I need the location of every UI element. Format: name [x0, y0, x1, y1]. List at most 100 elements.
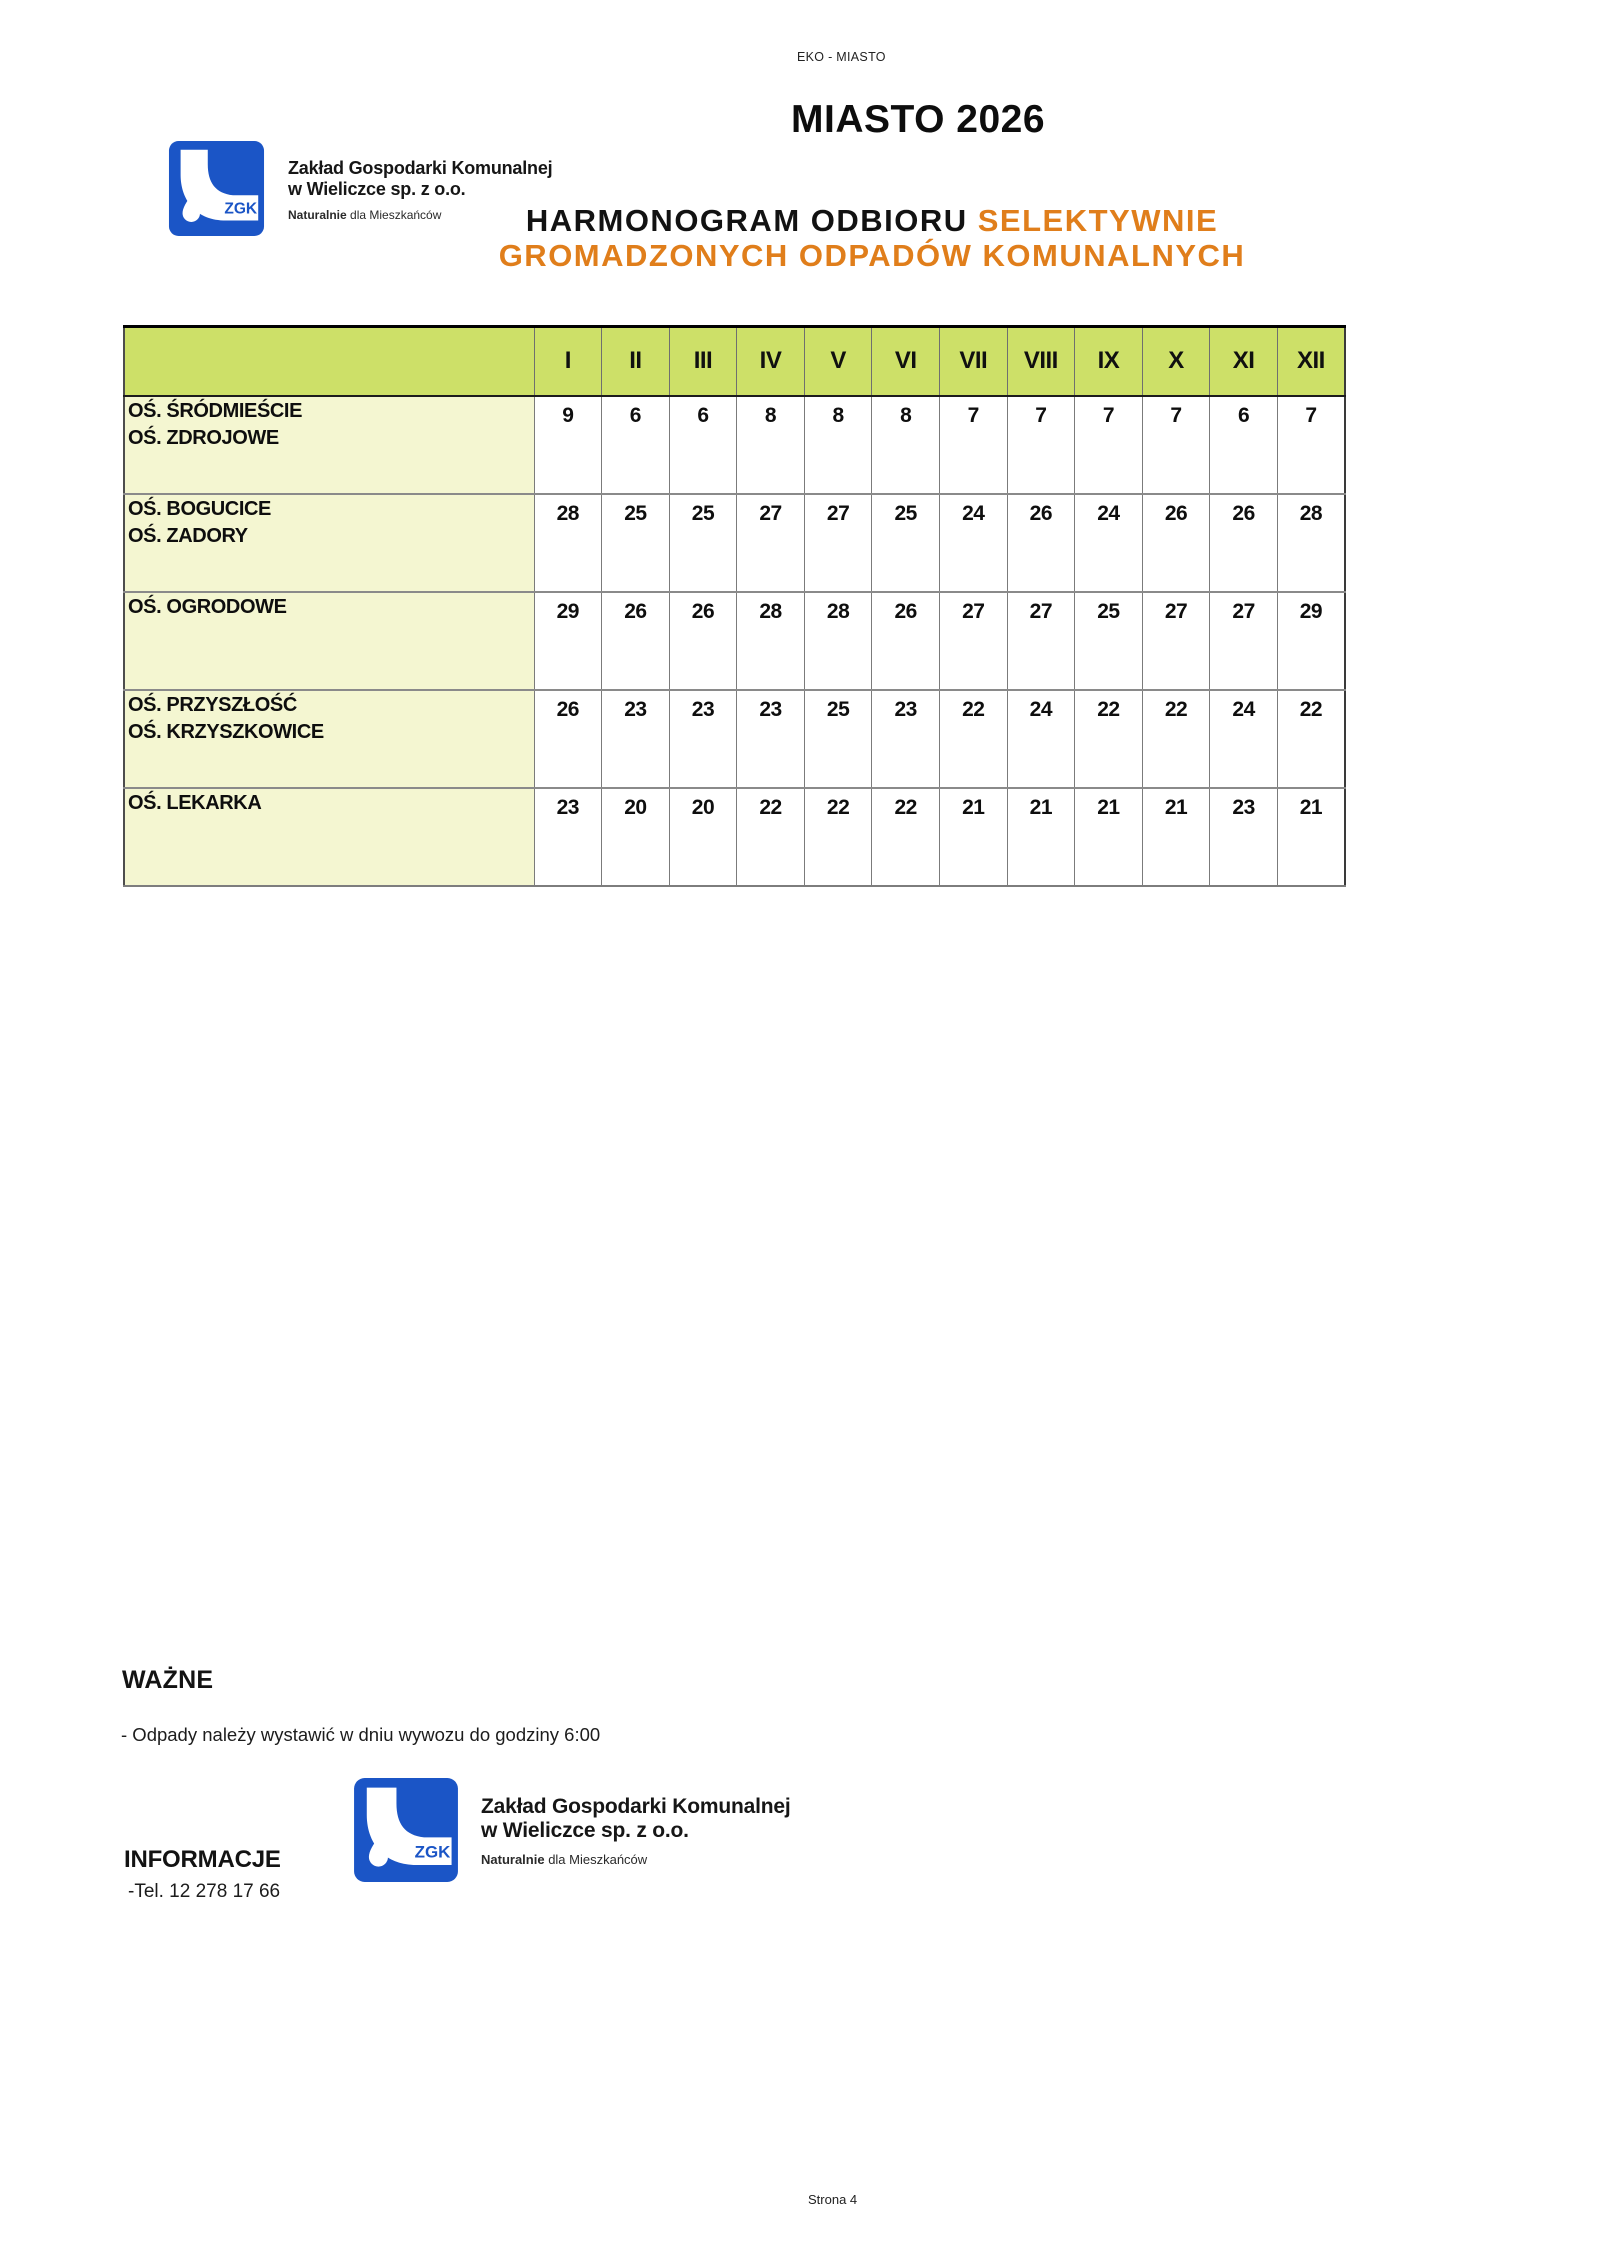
month-header-cell: IX — [1074, 326, 1143, 396]
day-cell: 25 — [668, 493, 737, 592]
logo-swoosh-shape — [180, 149, 259, 221]
day-cell: 26 — [871, 591, 940, 690]
company-brand-top: ZGK Zakład Gospodarki Komunalnej w Wieli… — [165, 140, 553, 237]
day-cell: 20 — [601, 787, 670, 886]
info-block: INFORMACJE -Tel. 12 278 17 66 — [124, 1846, 281, 1903]
page-title: MIASTO 2026 — [791, 98, 1046, 141]
company-name-line1: Zakład Gospodarki Komunalnej — [481, 1795, 791, 1818]
logo-abbr-text: ZGK — [224, 201, 258, 218]
day-cell: 26 — [1209, 493, 1278, 592]
company-tagline: Naturalnie dla Mieszkańców — [481, 1852, 790, 1867]
day-cell: 26 — [601, 591, 670, 690]
info-heading: INFORMACJE — [124, 1846, 281, 1873]
day-cell: 23 — [1209, 787, 1278, 886]
month-header-cell: X — [1141, 326, 1210, 396]
day-cell: 8 — [736, 395, 805, 494]
schedule-subtitle-line2: GROMADZONYCH ODPADÓW KOMUNALNYCH — [498, 238, 1246, 273]
day-cell: 24 — [1074, 493, 1143, 592]
day-cell: 22 — [1141, 689, 1210, 788]
day-cell: 23 — [601, 689, 670, 788]
day-cell: 27 — [1006, 591, 1075, 690]
page-number: Strona 4 — [808, 2192, 858, 2207]
day-cell: 7 — [938, 395, 1008, 494]
schedule-row: OŚ. PRZYSZŁOŚĆ OŚ. KRZYSZKOWICE 26 23 23 23 25… — [124, 689, 1345, 788]
month-header-cell: VI — [871, 326, 940, 396]
schedule-table-wrap: I II III IV V VI VII VIII IX X XI XII OŚ. ŚRÓDMIEŚC… — [123, 325, 1346, 887]
zgk-logo-icon: ZGK — [168, 140, 265, 237]
subtitle-black-part: HARMONOGRAM ODBIORU — [525, 203, 978, 238]
company-name-line1: Zakład Gospodarki Komunalnej — [288, 158, 553, 178]
company-tagline-bold: Naturalnie — [481, 1852, 545, 1867]
important-note: - Odpady należy wystawić w dniu wywozu d… — [121, 1724, 601, 1745]
day-cell: 25 — [601, 493, 670, 592]
area-name-line: OŚ. OGRODOWE — [128, 595, 287, 618]
day-cell: 6 — [601, 395, 670, 494]
day-cell: 24 — [1209, 689, 1278, 788]
area-name-line: OŚ. ZDROJOWE — [128, 426, 279, 449]
logo-abbr-text: ZGK — [415, 1843, 452, 1862]
company-tagline-bold: Naturalnie — [288, 208, 347, 222]
info-phone: -Tel. 12 278 17 66 — [128, 1881, 281, 1902]
day-cell: 27 — [736, 493, 805, 592]
day-cell: 23 — [736, 689, 805, 788]
day-cell: 23 — [668, 689, 737, 788]
day-cell: 21 — [1074, 787, 1143, 886]
day-cell: 7 — [1074, 395, 1143, 494]
company-tagline-rest: dla Mieszkańców — [544, 1852, 648, 1867]
area-cell: OŚ. ŚRÓDMIEŚCIE OŚ. ZDROJOWE — [124, 395, 534, 494]
day-cell: 26 — [533, 689, 602, 788]
zgk-logo-icon: ZGK — [354, 1778, 458, 1882]
month-header-cell: XI — [1209, 326, 1278, 396]
month-header-cell: XII — [1276, 326, 1345, 396]
schedule-table: I II III IV V VI VII VIII IX X XI XII OŚ. ŚRÓDMIEŚC… — [123, 325, 1346, 887]
document-header-label: EKO - MIASTO — [797, 50, 886, 64]
day-cell: 25 — [803, 689, 872, 788]
day-cell: 23 — [871, 689, 940, 788]
day-cell: 23 — [533, 787, 602, 886]
schedule-row: OŚ. OGRODOWE 29 26 26 28 28 26 27 27 25 27 27 29 — [124, 591, 1345, 690]
company-tagline-rest: dla Mieszkańców — [346, 208, 442, 222]
day-cell: 26 — [1006, 493, 1075, 592]
day-cell: 22 — [736, 787, 805, 886]
logo-droplet-icon — [368, 1837, 388, 1867]
schedule-row: OŚ. BOGUCICE OŚ. ZADORY 28 25 25 27 27 25 24 26 24… — [124, 493, 1345, 592]
area-name-line: OŚ. ZADORY — [128, 524, 248, 547]
company-name-line2: w Wieliczce sp. z o.o. — [288, 179, 466, 199]
day-cell: 9 — [533, 395, 602, 494]
day-cell: 7 — [1141, 395, 1210, 494]
area-name-line: OŚ. PRZYSZŁOŚĆ — [128, 693, 297, 716]
company-text-block: Zakład Gospodarki Komunalnej w Wieliczce… — [288, 158, 553, 222]
day-cell: 22 — [938, 689, 1008, 788]
day-cell: 7 — [1276, 395, 1345, 494]
month-header-cell: I — [533, 326, 602, 396]
company-name-line2: w Wieliczce sp. z o.o. — [481, 1819, 689, 1842]
day-cell: 6 — [668, 395, 737, 494]
schedule-table-body: OŚ. ŚRÓDMIEŚCIE OŚ. ZDROJOWE 9 6 6 8 8 8 7 7 7 7 6 7 O… — [124, 395, 1345, 886]
day-cell: 8 — [871, 395, 940, 494]
day-cell: 20 — [668, 787, 737, 886]
month-header-cell: III — [668, 326, 737, 396]
day-cell: 26 — [1141, 493, 1210, 592]
day-cell: 29 — [533, 591, 602, 690]
day-cell: 7 — [1006, 395, 1075, 494]
logo-droplet-icon — [182, 195, 201, 222]
schedule-row: OŚ. ŚRÓDMIEŚCIE OŚ. ZDROJOWE 9 6 6 8 8 8 7 7 7 7 6 7 — [124, 395, 1345, 494]
month-header-cell: VII — [938, 326, 1008, 396]
day-cell: 8 — [803, 395, 872, 494]
day-cell: 27 — [938, 591, 1008, 690]
day-cell: 29 — [1276, 591, 1345, 690]
day-cell: 28 — [533, 493, 602, 592]
month-header-cell: VIII — [1006, 326, 1075, 396]
day-cell: 27 — [1209, 591, 1278, 690]
day-cell: 24 — [938, 493, 1008, 592]
day-cell: 6 — [1209, 395, 1278, 494]
day-cell: 28 — [803, 591, 872, 690]
month-header-row: I II III IV V VI VII VIII IX X XI XII — [124, 326, 1345, 396]
day-cell: 22 — [803, 787, 872, 886]
area-cell: OŚ. OGRODOWE — [124, 591, 534, 690]
month-header-cell: V — [803, 326, 872, 396]
day-cell: 28 — [1276, 493, 1345, 592]
area-name-line: OŚ. LEKARKA — [128, 791, 262, 814]
month-header-cell: II — [601, 326, 670, 396]
